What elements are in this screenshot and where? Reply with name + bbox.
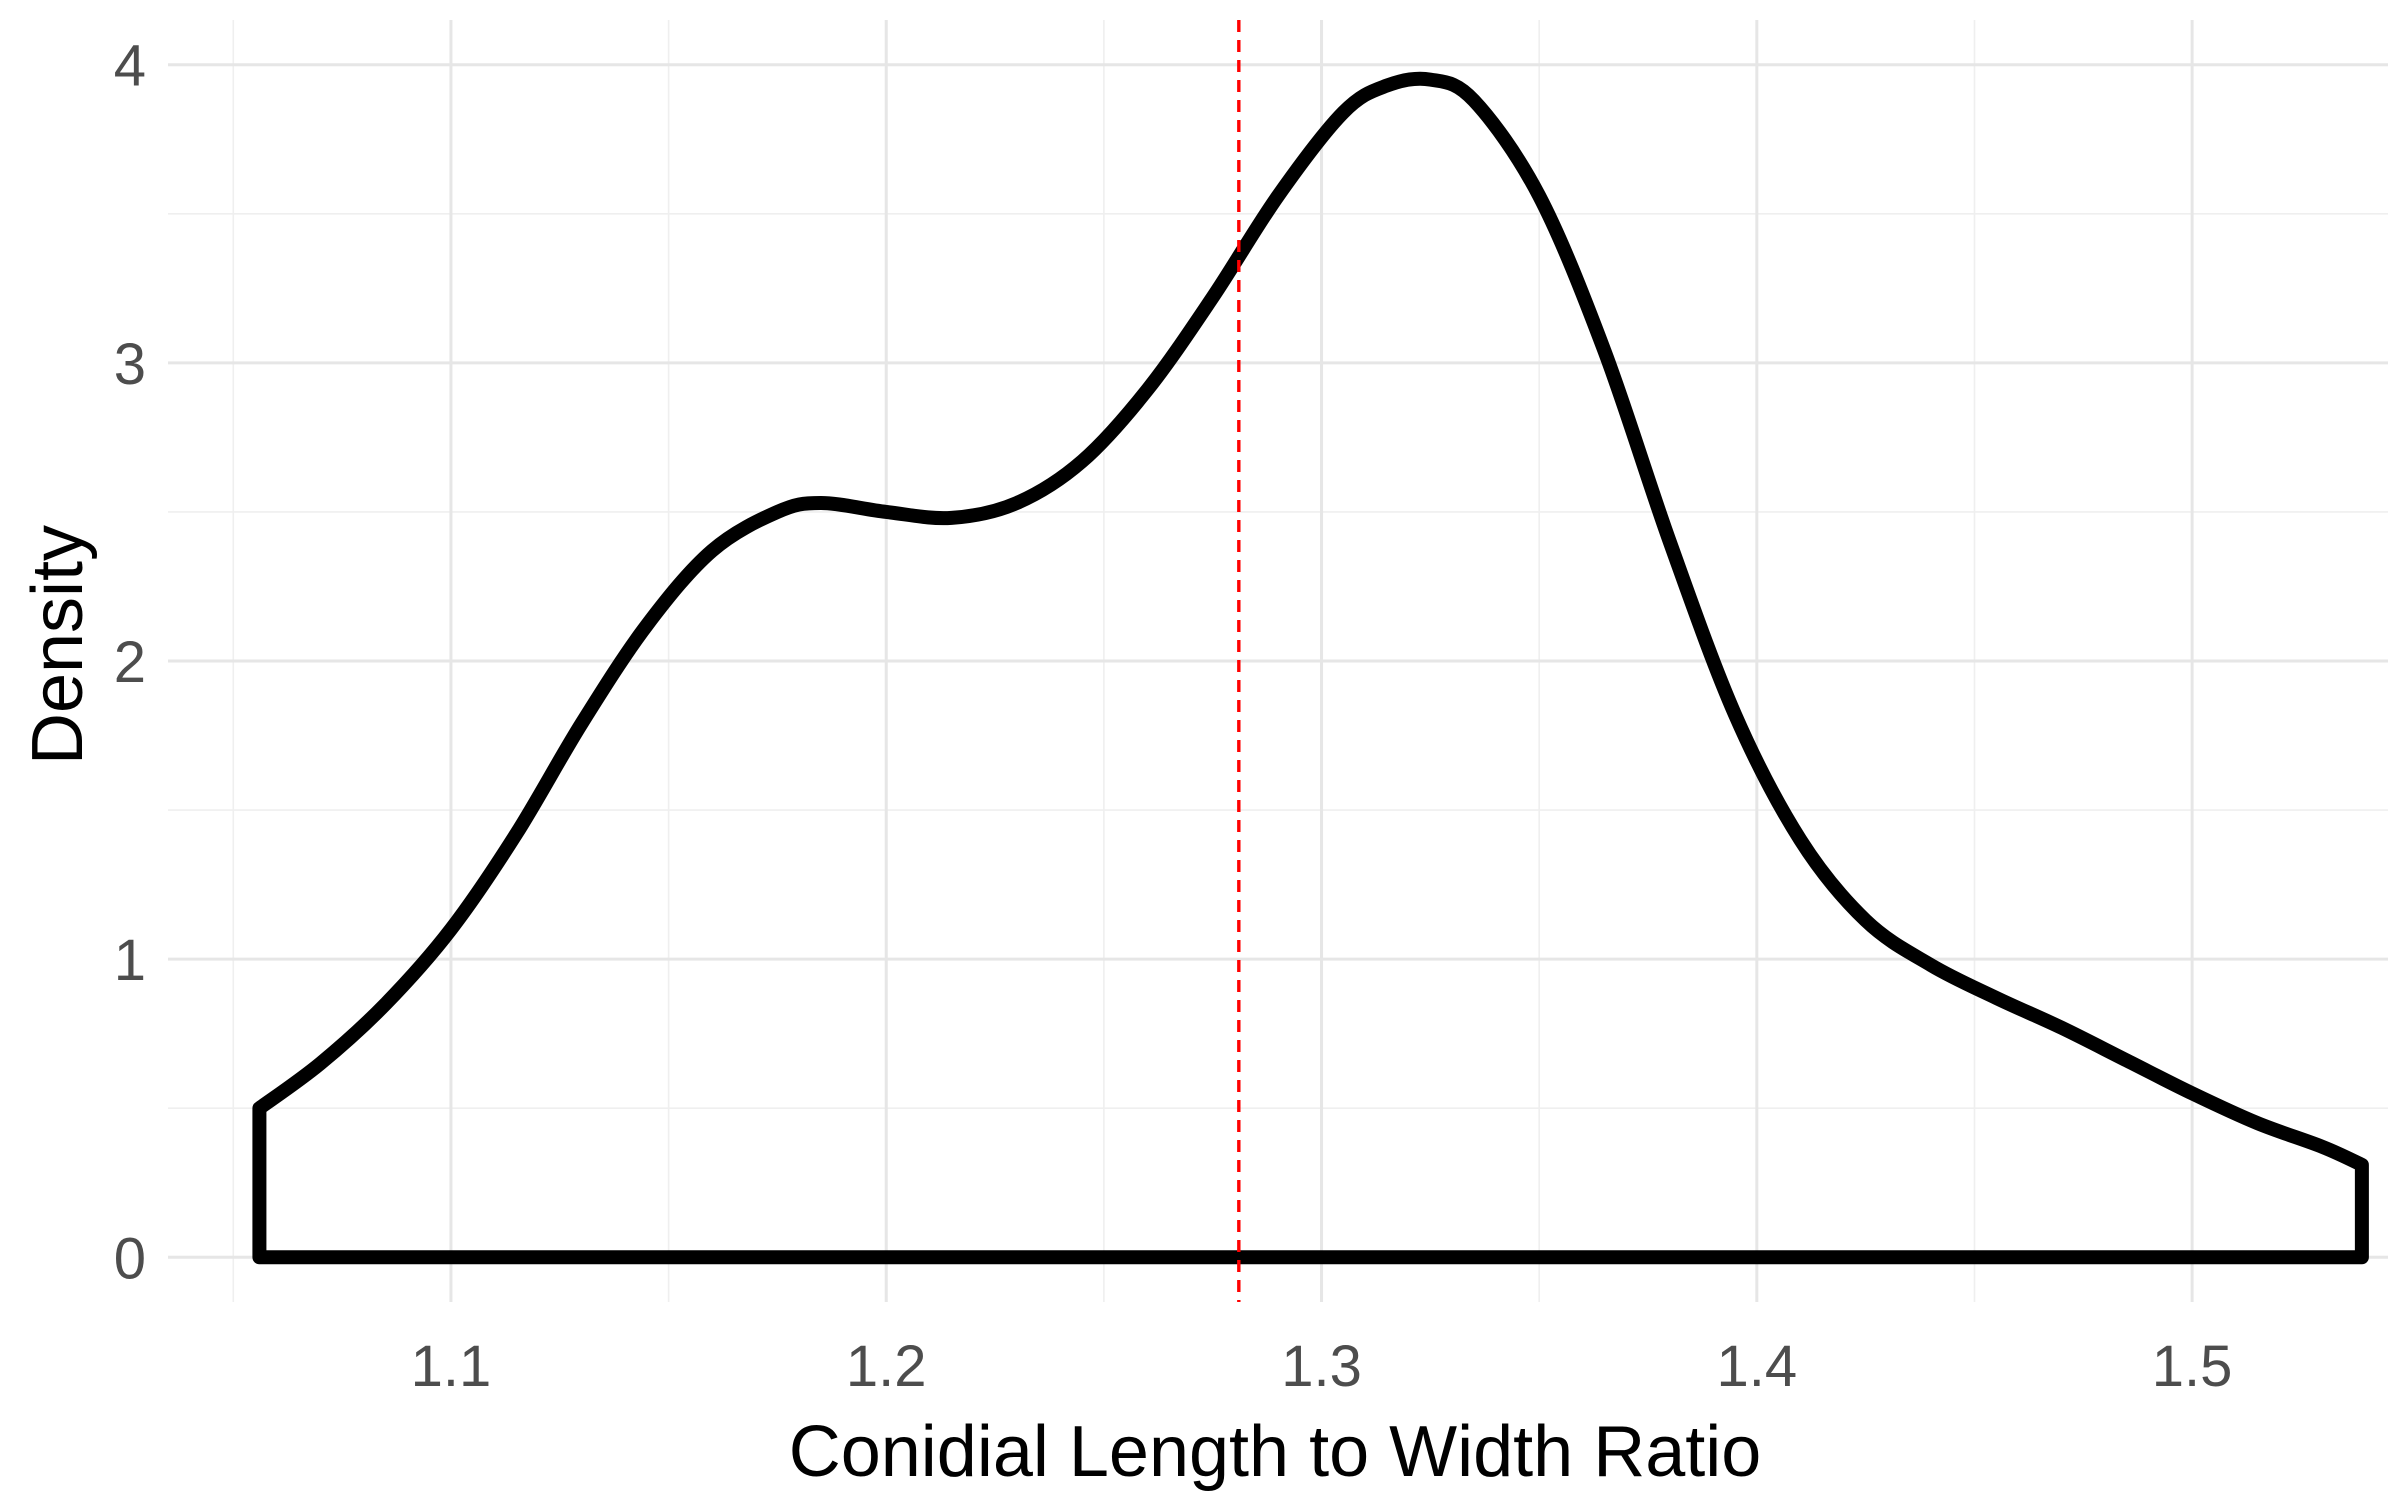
x-tick-label: 1.3 [1281, 1334, 1362, 1399]
axis-layer: 1.1 1.2 1.3 1.4 1.5 0 1 2 3 4 [114, 34, 2233, 1399]
plot-panel [252, 20, 2369, 1302]
x-axis-title: Conidial Length to Width Ratio [789, 1412, 1762, 1492]
x-tick-label: 1.4 [1717, 1334, 1798, 1399]
y-tick-label: 1 [114, 928, 146, 993]
y-tick-label: 4 [114, 34, 146, 99]
y-tick-label: 3 [114, 332, 146, 397]
x-tick-label: 1.2 [846, 1334, 927, 1399]
grid-layer [168, 20, 2388, 1302]
x-tick-label: 1.1 [411, 1334, 492, 1399]
x-tick-label: 1.5 [2152, 1334, 2233, 1399]
y-tick-label: 0 [114, 1226, 146, 1291]
y-tick-label: 2 [114, 630, 146, 695]
density-curve [252, 71, 2369, 1265]
y-axis-title: Density [18, 525, 98, 765]
